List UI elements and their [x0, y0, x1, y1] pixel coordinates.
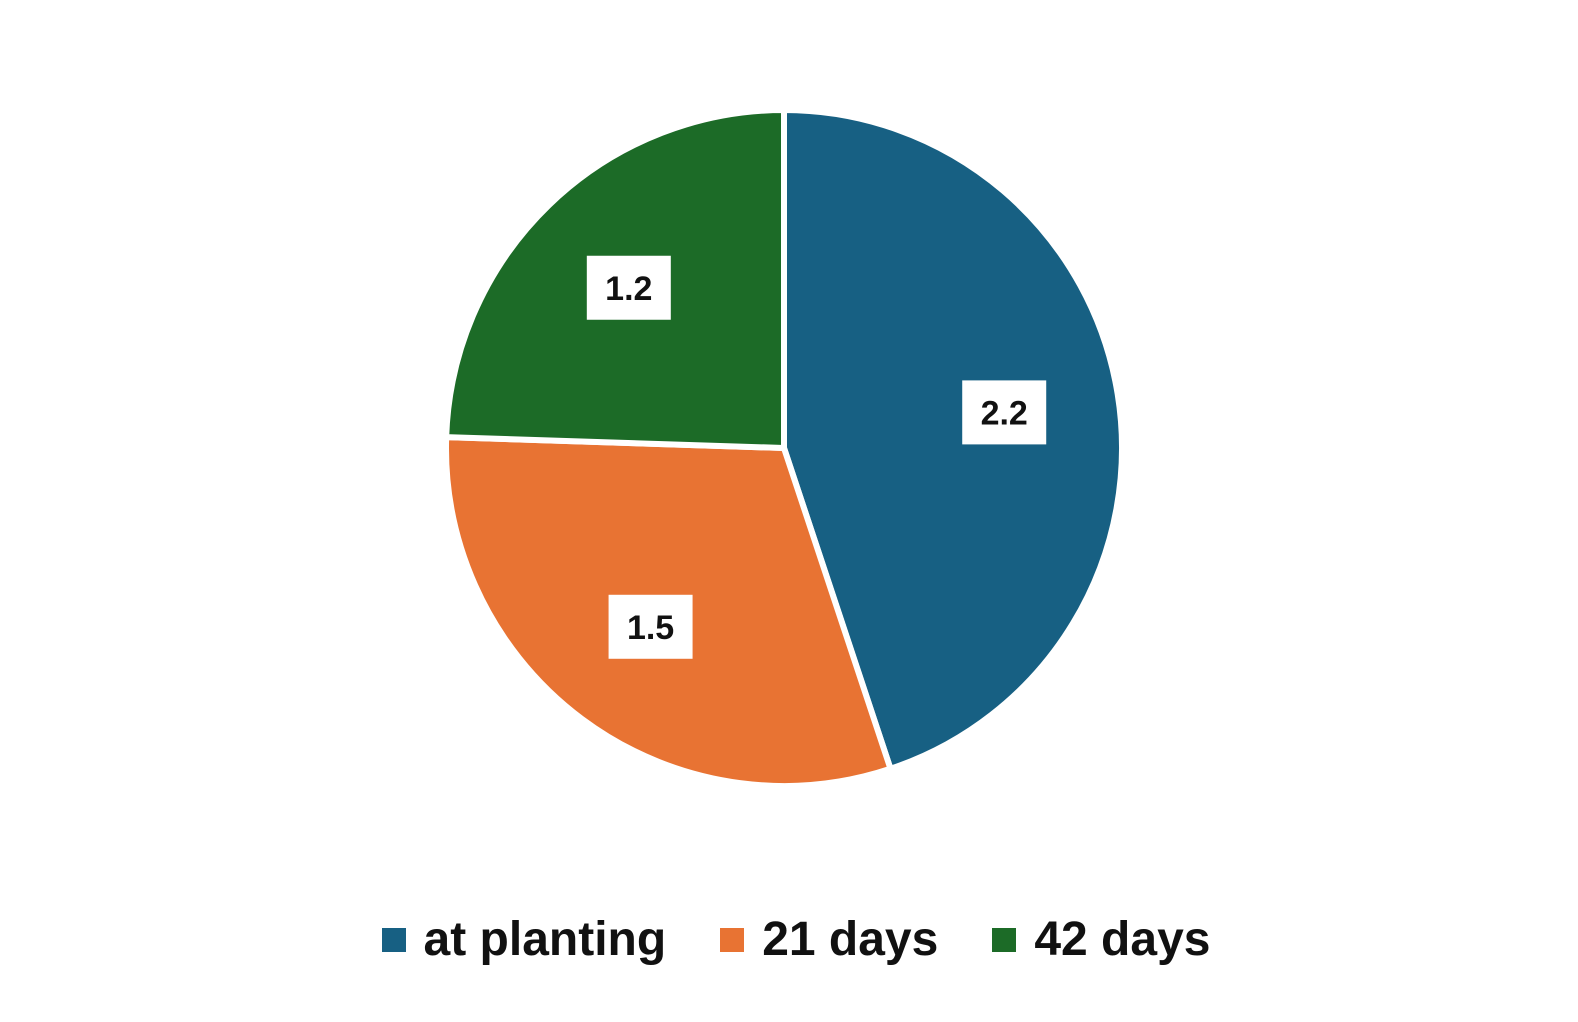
data-label-box [962, 380, 1047, 445]
legend-swatch-42-days [992, 928, 1017, 952]
data-label-at-planting: 2.2 [962, 380, 1047, 445]
legend-swatch-at-planting [381, 928, 406, 952]
pie-slice-at-planting[interactable] [781, 107, 1125, 772]
data-label-box [586, 255, 671, 320]
data-label-text: 1.2 [605, 270, 652, 308]
legend-label-21-days: 21 days [762, 913, 939, 966]
legend-item-21-days[interactable]: 21 days [720, 912, 938, 968]
chart-legend: at planting 21 days 42 days [0, 912, 1578, 968]
data-label-text: 1.5 [627, 609, 674, 647]
legend-swatch-21-days [720, 928, 745, 952]
legend-item-42-days[interactable]: 42 days [992, 912, 1210, 968]
data-label-21-days: 1.5 [608, 594, 693, 659]
legend-item-at-planting[interactable]: at planting [381, 912, 667, 968]
data-label-box [608, 594, 693, 659]
data-label-text: 2.2 [981, 394, 1028, 432]
legend-label-at-planting: at planting [423, 913, 667, 966]
data-label-42-days: 1.2 [586, 255, 671, 320]
legend-label-42-days: 42 days [1034, 913, 1211, 966]
